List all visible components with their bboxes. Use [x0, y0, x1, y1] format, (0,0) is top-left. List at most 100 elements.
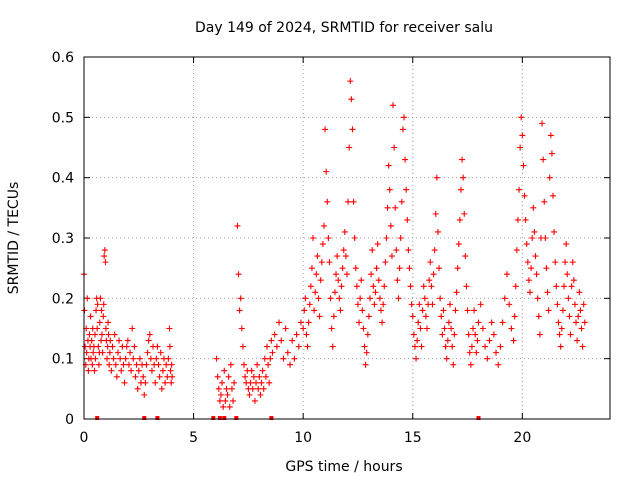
data-point	[523, 241, 530, 248]
data-point	[122, 355, 129, 362]
data-point	[140, 373, 147, 380]
data-point	[357, 295, 364, 302]
data-point	[110, 355, 117, 362]
data-point	[91, 367, 98, 374]
data-point	[358, 277, 365, 284]
data-point	[338, 283, 345, 290]
y-axis-label: SRMTID / TECUs	[6, 182, 22, 295]
data-point	[356, 319, 363, 326]
data-point	[344, 271, 350, 278]
data-point	[428, 283, 435, 290]
data-point	[223, 385, 230, 392]
data-point	[488, 319, 495, 326]
data-point	[413, 355, 420, 362]
data-point	[90, 349, 97, 356]
data-point	[106, 361, 113, 368]
data-point	[575, 313, 582, 320]
data-point	[408, 301, 415, 308]
data-point	[484, 355, 491, 362]
data-point	[162, 379, 169, 386]
data-point	[554, 301, 561, 308]
data-point	[459, 156, 466, 163]
data-point	[106, 349, 113, 356]
data-point	[472, 331, 479, 338]
data-point	[239, 343, 246, 350]
data-point	[166, 325, 173, 332]
data-point	[486, 337, 493, 344]
data-point	[224, 391, 231, 398]
data-point	[240, 361, 247, 368]
data-point	[85, 367, 92, 374]
data-point	[111, 331, 118, 338]
data-point	[365, 313, 372, 320]
data-point	[495, 361, 502, 368]
data-point	[534, 295, 541, 302]
data-point	[429, 301, 436, 308]
data-point	[579, 343, 586, 350]
data-point	[540, 156, 547, 163]
data-point	[116, 337, 123, 344]
data-point	[577, 307, 584, 314]
data-point	[426, 277, 433, 284]
data-point	[346, 144, 353, 151]
data-point	[470, 325, 477, 332]
data-point	[304, 343, 311, 350]
data-point	[405, 247, 412, 254]
y-tick-label: 0.1	[52, 352, 74, 368]
data-point	[406, 265, 413, 272]
data-point	[535, 313, 542, 320]
data-point	[460, 174, 467, 181]
data-point	[433, 174, 440, 181]
data-point	[517, 144, 524, 151]
data-point	[369, 247, 376, 254]
data-point	[506, 301, 513, 308]
data-point	[165, 355, 172, 362]
data-point	[167, 367, 174, 374]
data-point	[260, 385, 267, 392]
data-point	[143, 361, 150, 368]
data-point	[455, 241, 462, 248]
data-point	[450, 361, 457, 368]
data-point	[154, 343, 161, 350]
data-point	[347, 78, 354, 85]
data-point	[262, 373, 269, 380]
data-point	[439, 331, 446, 338]
data-point	[313, 271, 320, 278]
data-point	[278, 337, 285, 344]
data-point	[230, 397, 237, 404]
data-point	[142, 379, 149, 386]
data-point	[560, 283, 567, 290]
data-point	[287, 361, 294, 368]
data-point	[156, 373, 163, 380]
data-point	[463, 283, 470, 290]
data-point	[169, 373, 176, 380]
data-point	[580, 301, 587, 308]
data-point	[372, 289, 379, 296]
data-point	[94, 325, 101, 332]
data-point	[379, 319, 386, 326]
data-point	[563, 241, 570, 248]
data-point	[376, 295, 383, 302]
data-point	[248, 367, 255, 374]
data-point	[516, 186, 523, 193]
data-point	[264, 343, 271, 350]
data-point	[133, 361, 140, 368]
data-point	[219, 379, 226, 386]
data-point	[395, 295, 402, 302]
data-point	[557, 343, 564, 350]
data-point	[315, 295, 322, 302]
data-point	[89, 361, 96, 368]
data-point	[246, 391, 253, 398]
data-point	[457, 186, 464, 193]
data-point	[522, 216, 529, 223]
data-point	[86, 331, 93, 338]
zero-marker	[95, 416, 100, 420]
data-point	[465, 331, 472, 338]
data-point	[236, 307, 243, 314]
data-point	[581, 319, 588, 326]
zero-marker	[211, 416, 216, 420]
data-point	[334, 253, 341, 260]
data-point	[316, 313, 323, 320]
data-point	[242, 373, 249, 380]
zero-marker	[142, 416, 147, 420]
